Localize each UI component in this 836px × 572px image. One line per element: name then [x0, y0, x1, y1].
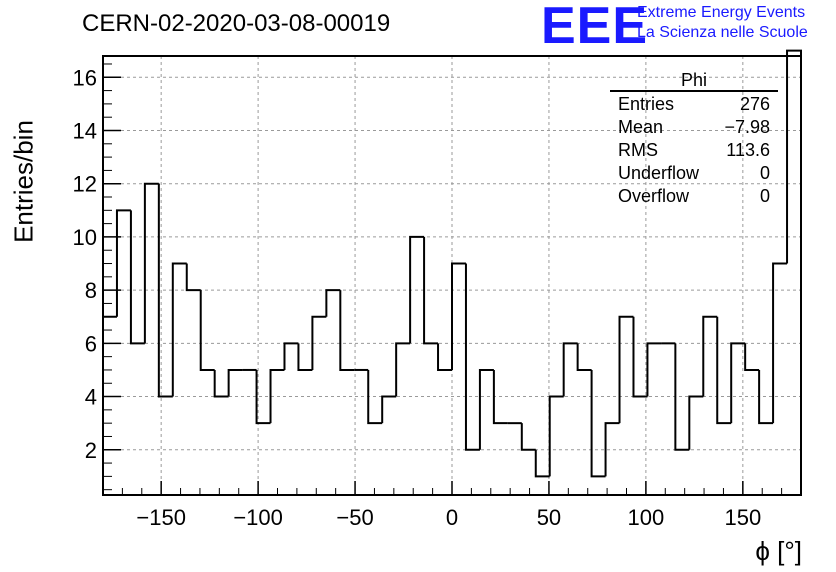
logo-line-1: Extreme Energy Events: [637, 4, 806, 21]
stats-label: Entries: [618, 94, 675, 114]
histogram-bin: [227, 368, 243, 397]
stats-row-entries: Entries 276: [610, 93, 778, 116]
stats-value: 0: [759, 186, 770, 206]
logo-line-2: La Scienza nelle Scuole: [637, 24, 808, 41]
histogram-bin: [590, 369, 606, 478]
histogram-bin: [129, 210, 145, 345]
histogram-bin: [325, 289, 341, 317]
histogram-bin: [618, 315, 634, 424]
stats-box: Phi Entries 276 Mean −7.98 RMS 113.6 Und…: [610, 70, 778, 208]
histogram-bin: [213, 369, 229, 398]
histogram-bin: [185, 263, 201, 292]
histogram-bin: [283, 342, 299, 370]
histogram-bin: [339, 290, 355, 371]
stats-value: −7.98: [724, 117, 770, 137]
y-tick-label: 10: [73, 225, 97, 250]
stats-row-rms: RMS 113.6: [610, 139, 778, 162]
axis-ticks: [103, 63, 783, 495]
histogram-bin: [730, 342, 746, 424]
x-tick-label: −50: [336, 505, 373, 530]
y-tick-label: 4: [85, 385, 97, 410]
histogram-bin: [437, 343, 452, 371]
y-tick-label: 6: [85, 331, 97, 356]
histogram-bin: [311, 315, 327, 370]
histogram-bin: [381, 395, 397, 424]
x-tick-label: 150: [724, 505, 761, 530]
histogram-bin: [674, 343, 690, 451]
histogram-bin: [367, 369, 383, 425]
y-tick-label: 16: [73, 65, 97, 90]
histogram-bin: [171, 262, 187, 397]
histogram-bin: [297, 343, 313, 371]
histogram-bin: [562, 342, 578, 397]
x-tick-label: −100: [233, 505, 283, 530]
histogram-bin: [758, 369, 774, 425]
histogram-bin: [744, 343, 760, 371]
y-tick-label: 14: [73, 118, 97, 143]
stats-value: 0: [759, 163, 770, 183]
y-tick-label: 12: [73, 172, 97, 197]
histogram-bin: [604, 422, 620, 477]
histogram-bin: [632, 316, 648, 398]
histogram-bin: [464, 263, 480, 451]
histogram-bin: [520, 423, 536, 451]
histogram-bin: [423, 236, 439, 345]
histogram-bin: [157, 183, 173, 398]
histogram-bin: [716, 316, 732, 425]
histogram-bin: [199, 290, 215, 371]
stats-label: RMS: [618, 140, 658, 160]
plot-title: CERN-02-2020-03-08-00019: [82, 10, 391, 37]
histogram-bin: [451, 262, 466, 370]
x-tick-label: 50: [537, 505, 561, 530]
histogram-bin: [688, 395, 704, 450]
y-axis-label: Entries/bin: [8, 120, 39, 243]
stats-row-underflow: Underflow 0: [610, 162, 778, 185]
stats-label: Mean: [618, 117, 664, 137]
histogram-bin: [548, 395, 564, 477]
stats-label: Overflow: [618, 186, 690, 206]
histogram-bin: [576, 343, 592, 371]
stats-row-mean: Mean −7.98: [610, 116, 778, 139]
x-tick-label: 0: [446, 505, 458, 530]
y-tick-label: 2: [85, 438, 97, 463]
stats-title: Phi: [680, 70, 707, 90]
histogram-bin: [409, 235, 425, 344]
eee-logo: EEE: [541, 0, 649, 55]
histogram-bin: [702, 315, 718, 397]
stats-value: 113.6: [726, 140, 770, 160]
tick-labels: −150 −100 −50 0 50 100 150 2 4 6 8 10 12 14 16: [73, 65, 762, 530]
histogram-bin: [269, 368, 285, 424]
x-axis-label: ϕ [°]: [755, 536, 802, 566]
histogram-bin: [534, 449, 550, 478]
x-tick-label: −150: [136, 505, 186, 530]
histogram-bin: [492, 369, 508, 425]
plot-frame: [102, 55, 802, 496]
histogram-bin: [255, 369, 271, 425]
histogram-bars: [102, 49, 802, 495]
histogram-bin: [646, 342, 662, 397]
histogram-bin: [395, 342, 411, 397]
stats-row-overflow: Overflow 0: [610, 185, 778, 208]
y-tick-label: 8: [85, 278, 97, 303]
histogram-bin: [115, 209, 131, 317]
stats-label: Underflow: [618, 163, 700, 183]
histogram-bin: [143, 182, 159, 344]
histogram-bin: [786, 49, 802, 495]
histogram-bin: [772, 262, 788, 424]
histogram-bin: [478, 368, 494, 450]
stats-value: 276: [739, 94, 770, 114]
stats-divider: [610, 90, 778, 92]
x-tick-label: 100: [628, 505, 665, 530]
